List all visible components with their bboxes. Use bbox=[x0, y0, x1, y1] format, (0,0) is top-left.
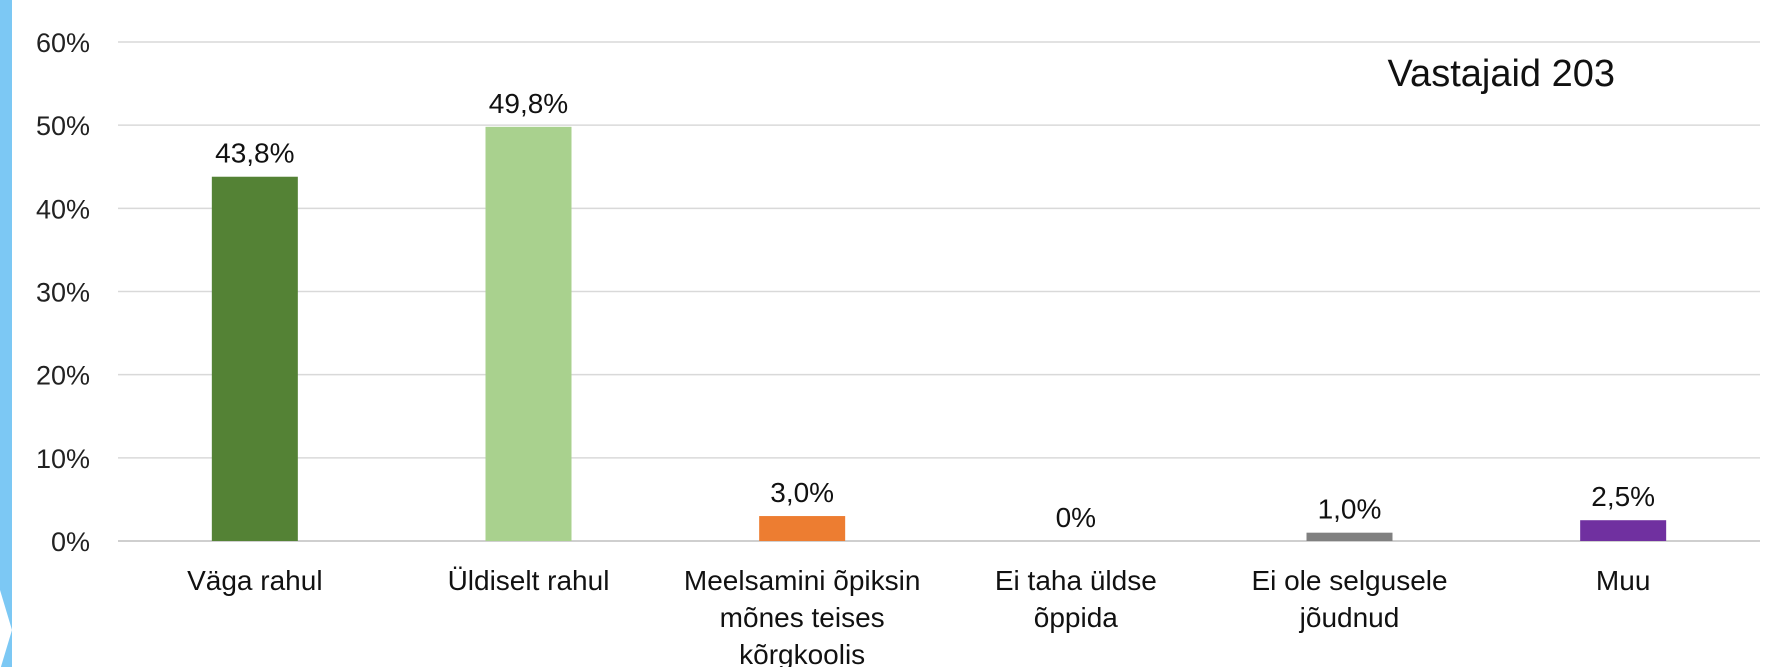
data-label: 49,8% bbox=[489, 88, 568, 119]
category-label-line: Üldiselt rahul bbox=[448, 565, 610, 596]
y-tick-label: 40% bbox=[36, 194, 90, 224]
category-labels: Väga rahul Üldiselt rahul Meelsamini õpiks… bbox=[187, 565, 1650, 667]
category-label-line: Muu bbox=[1596, 565, 1650, 596]
data-label: 43,8% bbox=[215, 138, 294, 169]
category-label: Väga rahul bbox=[187, 565, 322, 596]
bars bbox=[211, 126, 1667, 542]
category-label: Üldiselt rahul bbox=[448, 565, 610, 596]
category-label-line: jõudnud bbox=[1299, 602, 1400, 633]
data-label: 3,0% bbox=[770, 477, 834, 508]
y-tick-label: 10% bbox=[36, 444, 90, 474]
y-tick-label: 60% bbox=[36, 28, 90, 58]
bar bbox=[211, 176, 298, 542]
category-label-line: kõrgkoolis bbox=[739, 639, 865, 667]
bar bbox=[1306, 532, 1393, 541]
category-label-line: õppida bbox=[1034, 602, 1119, 633]
y-axis-ticks: 0% 10% 20% 30% 40% 50% 60% bbox=[36, 28, 90, 557]
bar bbox=[759, 516, 846, 541]
y-tick-label: 50% bbox=[36, 111, 90, 141]
y-tick-label: 20% bbox=[36, 361, 90, 391]
data-label: 1,0% bbox=[1318, 494, 1382, 525]
respondents-annotation: Vastajaid 203 bbox=[1388, 53, 1615, 95]
category-label-line: Ei ole selgusele bbox=[1251, 565, 1447, 596]
category-label-line: Väga rahul bbox=[187, 565, 322, 596]
bar bbox=[1580, 520, 1667, 541]
bar bbox=[485, 126, 572, 541]
category-label: Ei taha üldse õppida bbox=[995, 565, 1157, 633]
data-label: 2,5% bbox=[1591, 481, 1655, 512]
category-label-line: Ei taha üldse bbox=[995, 565, 1157, 596]
category-label: Meelsamini õpiksin mõnes teises kõrgkoolis bbox=[684, 565, 921, 667]
category-label: Muu bbox=[1596, 565, 1650, 596]
category-label-line: mõnes teises bbox=[720, 602, 885, 633]
category-label: Ei ole selgusele jõudnud bbox=[1251, 565, 1447, 633]
gridlines bbox=[118, 41, 1760, 542]
left-accent-notch bbox=[0, 590, 12, 667]
y-tick-label: 30% bbox=[36, 278, 90, 308]
data-label: 0% bbox=[1056, 502, 1096, 533]
y-tick-label: 0% bbox=[51, 527, 90, 557]
left-accent-bar bbox=[0, 0, 12, 667]
category-label-line: Meelsamini õpiksin bbox=[684, 565, 921, 596]
data-labels: 43,8% 49,8% 3,0% 0% 1,0% 2,5% bbox=[215, 88, 1655, 533]
